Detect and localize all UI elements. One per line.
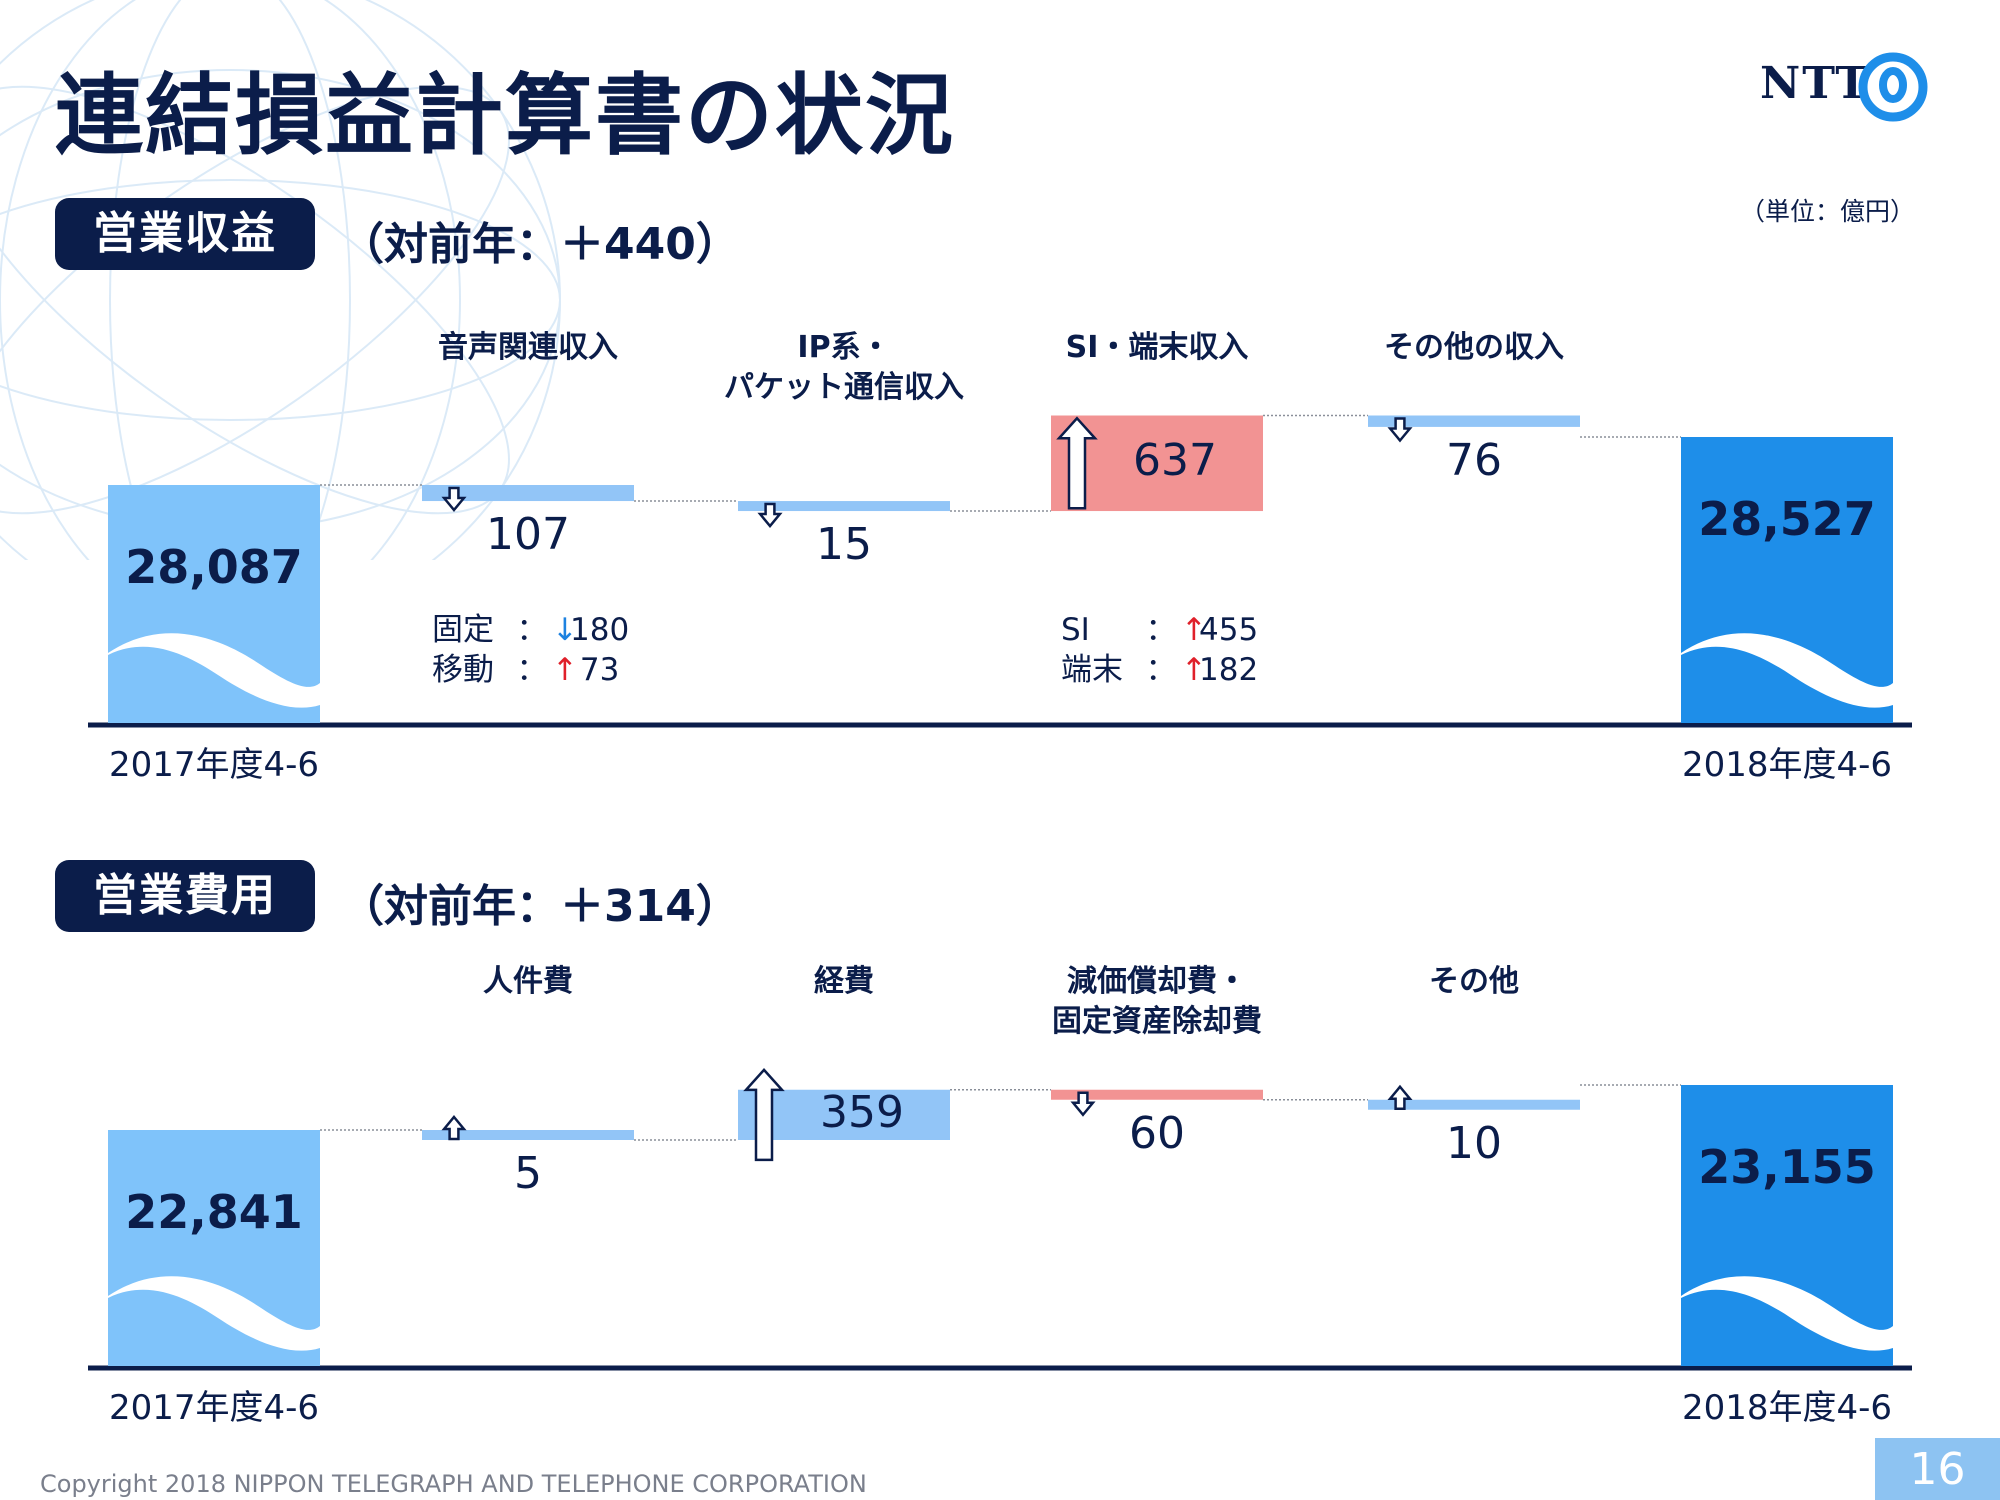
breakdown-key: 移動 <box>432 652 494 688</box>
category-label-line: SI・端末収入 <box>1065 330 1249 365</box>
category-label: その他 <box>1334 962 1614 1002</box>
category-label-line: 人件費 <box>483 964 573 999</box>
start-total-bar <box>108 485 320 723</box>
breakdown-colon: ： <box>516 612 548 648</box>
step-value-label: 76 <box>1446 434 1502 486</box>
copyright-footer: Copyright 2018 NIPPON TELEGRAPH AND TELE… <box>40 1470 867 1498</box>
end-total-value: 28,527 <box>1698 492 1876 546</box>
breakdown-value: 455 <box>1199 612 1259 648</box>
start-total-bar <box>108 1130 320 1366</box>
down-arrow-icon <box>1070 1091 1096 1117</box>
step-bar <box>1368 415 1580 427</box>
down-arrow-icon <box>441 486 467 512</box>
breakdown-key: 端末 <box>1061 652 1123 688</box>
section-note-expense: （対前年：＋314） <box>340 881 740 932</box>
down-arrow-icon <box>757 502 783 529</box>
page-number: 16 <box>1875 1438 2000 1500</box>
category-label-line: その他の収入 <box>1384 330 1564 365</box>
start-period-label: 2017年度4-6 <box>108 1388 320 1428</box>
breakdown-key: 固定 <box>432 612 494 648</box>
step-bar <box>738 1089 950 1140</box>
ntt-logo: NTT <box>1760 52 1950 122</box>
category-label-line: 経費 <box>814 964 874 999</box>
category-label-line: パケット通信収入 <box>724 370 964 405</box>
end-total-bar <box>1681 437 1893 723</box>
page-title: 連結損益計算書の状況 <box>55 64 956 167</box>
end-total-value: 23,155 <box>1698 1140 1876 1194</box>
breakdown-list: SI： ↑455 端末： ↑182 <box>1061 610 1258 690</box>
breakdown-colon: ： <box>1145 652 1177 688</box>
ntt-logo-text: NTT <box>1760 58 1871 109</box>
category-label: 減価償却費・ 固定資産除却費 <box>1017 962 1297 1042</box>
end-period-label: 2018年度4-6 <box>1681 1388 1893 1428</box>
up-arrow-icon <box>743 1068 785 1162</box>
breakdown-value: 180 <box>570 612 630 648</box>
breakdown-value: 73 <box>570 652 620 688</box>
up-arrow-icon <box>1387 1084 1413 1110</box>
category-label-line: IP系・ <box>797 330 891 365</box>
breakdown-row: 移動： ↑ 73 <box>432 650 629 690</box>
breakdown-row: 固定： ↓180 <box>432 610 629 650</box>
category-label: 経費 <box>704 962 984 1002</box>
step-bar <box>422 485 634 502</box>
end-period-label: 2018年度4-6 <box>1681 745 1893 785</box>
category-label-line: 固定資産除却費 <box>1052 1004 1262 1039</box>
step-bar <box>422 1130 634 1140</box>
step-bar <box>1051 1089 1263 1100</box>
breakdown-row: SI： ↑455 <box>1061 610 1258 650</box>
breakdown-value: 182 <box>1199 652 1259 688</box>
revenue-waterfall-chart: 107 音声関連収入 固定： ↓180 移動： ↑ 73 15 IP系・ パケット通信収入 637… <box>88 328 1912 785</box>
breakdown-row: 端末： ↑182 <box>1061 650 1258 690</box>
section-pill-expense: 営業費用 <box>55 860 315 932</box>
step-bar <box>738 501 950 512</box>
category-label: IP系・パケット通信収入 <box>704 328 984 408</box>
end-total-bar <box>1681 1085 1893 1366</box>
start-total-value: 22,841 <box>125 1185 303 1239</box>
section-note-revenue: （対前年：＋440） <box>340 219 740 270</box>
step-value-label: 107 <box>486 509 570 561</box>
start-period-label: 2017年度4-6 <box>108 745 320 785</box>
step-bar <box>1368 1099 1580 1110</box>
expense-waterfall-chart: 5 人件費 359 経費 60 減価償却費・ 固定資産除却費 10 その他 22,841 23,15… <box>88 962 1912 1428</box>
breakdown-colon: ： <box>516 652 548 688</box>
category-label-line: その他 <box>1429 964 1519 999</box>
step-value-label: 60 <box>1129 1107 1185 1159</box>
step-value-label: 5 <box>514 1148 542 1199</box>
up-arrow-icon <box>441 1115 467 1141</box>
category-label: その他の収入 <box>1334 328 1614 368</box>
category-label-line: 減価償却費・ <box>1067 964 1247 999</box>
ntt-logo-icon <box>1858 52 1928 122</box>
breakdown-colon: ： <box>1145 612 1177 648</box>
category-label-line: 音声関連収入 <box>438 330 618 365</box>
category-label: SI・端末収入 <box>1017 328 1297 368</box>
step-value-label: 15 <box>816 519 872 571</box>
up-arrow-icon <box>1056 416 1098 510</box>
step-value-label: 10 <box>1446 1117 1502 1169</box>
start-total-value: 28,087 <box>125 540 303 594</box>
breakdown-list: 固定： ↓180 移動： ↑ 73 <box>432 610 629 690</box>
down-arrow-icon <box>1387 417 1413 443</box>
unit-label: （単位：億円） <box>1740 197 1916 226</box>
category-label: 人件費 <box>388 962 668 1002</box>
section-pill-revenue: 営業収益 <box>55 198 315 270</box>
category-label: 音声関連収入 <box>388 328 668 368</box>
step-value-label: 359 <box>820 1086 904 1138</box>
breakdown-key: SI <box>1061 612 1090 648</box>
step-value-label: 637 <box>1133 435 1217 487</box>
